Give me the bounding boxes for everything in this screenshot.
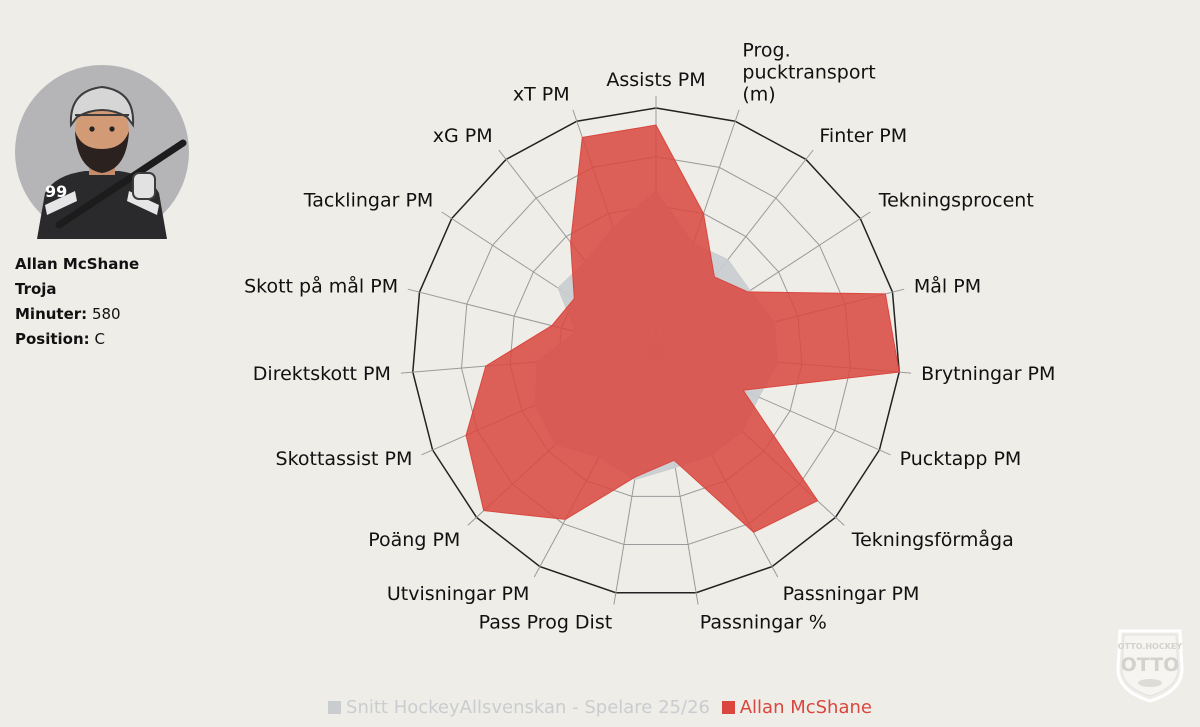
axis-label-13: Poäng PM [368,529,460,551]
player-name: Allan McShane [15,255,140,273]
minutes-label: Minuter: [15,305,88,323]
axis-label-3: Finter PM [819,125,907,147]
axis-label-9: Passningar PM [783,583,920,605]
axis-label-15: Direktskott PM [253,363,391,385]
axis-label-1: Assists PM [606,69,705,91]
axis-label-6: Brytningar PM [921,363,1055,385]
axis-label-17: Tacklingar PM [303,190,434,212]
player-avatar: 99 [15,65,189,239]
axis-label-12: Utvisningar PM [387,583,530,605]
jersey-number: 99 [45,182,67,201]
axis-label-19: xT PM [513,83,570,105]
axis-label-14: Skottassist PM [276,448,413,470]
player-position: Position: C [15,327,195,352]
player-info: Allan McShane Troja Minuter: 580 Positio… [15,252,195,352]
axis-label-5: Mål PM [914,275,981,298]
legend-item-player: Allan McShane [721,697,872,718]
legend-swatch-player [721,701,735,714]
axis-label-10: Passningar % [700,611,827,633]
player-team: Troja [15,280,57,298]
minutes-value: 580 [91,305,121,323]
legend-item-average: Snitt HockeyAllsvenskan - Spelare 25/26 [328,697,710,718]
axis-label-18: xG PM [433,125,493,147]
chart-legend: Snitt HockeyAllsvenskan - Spelare 25/26 … [0,697,1200,718]
legend-swatch-average [328,701,342,714]
grid-ring-3 [509,205,803,497]
axis-label-7: Pucktapp PM [900,448,1022,470]
legend-label-average: Snitt HockeyAllsvenskan - Spelare 25/26 [346,697,710,718]
radar-series [465,124,900,533]
player-illustration: 99 [37,85,187,239]
grid-ring-4 [460,156,852,545]
axis-label-8: Tekningsförmåga [851,528,1014,551]
player-minutes: Minuter: 580 [15,302,195,327]
axis-label-2: Prog. pucktransport (m) [742,39,875,105]
legend-label-player: Allan McShane [739,697,872,718]
series-player-area [465,124,900,533]
player-profile: 99 Allan McShane Troja Minuter: 580 Posi… [15,65,195,352]
logo-top-text: OTTO.HOCKEY [1118,642,1183,651]
logo-main-text: OTTO [1121,654,1180,676]
axis-label-16: Skott på mål PM [244,275,398,298]
grid-ring-5 [412,107,900,594]
axis-label-4: Tekningsprocent [878,190,1034,212]
position-label: Position: [15,330,90,348]
otto-hockey-logo: OTTO.HOCKEY OTTO [1116,629,1184,703]
radar-axis-labels: Assists PM Prog. pucktransport (m) Finter PM… [244,39,1055,633]
position-value: C [94,330,105,348]
axis-label-11: Pass Prog Dist [479,611,613,633]
